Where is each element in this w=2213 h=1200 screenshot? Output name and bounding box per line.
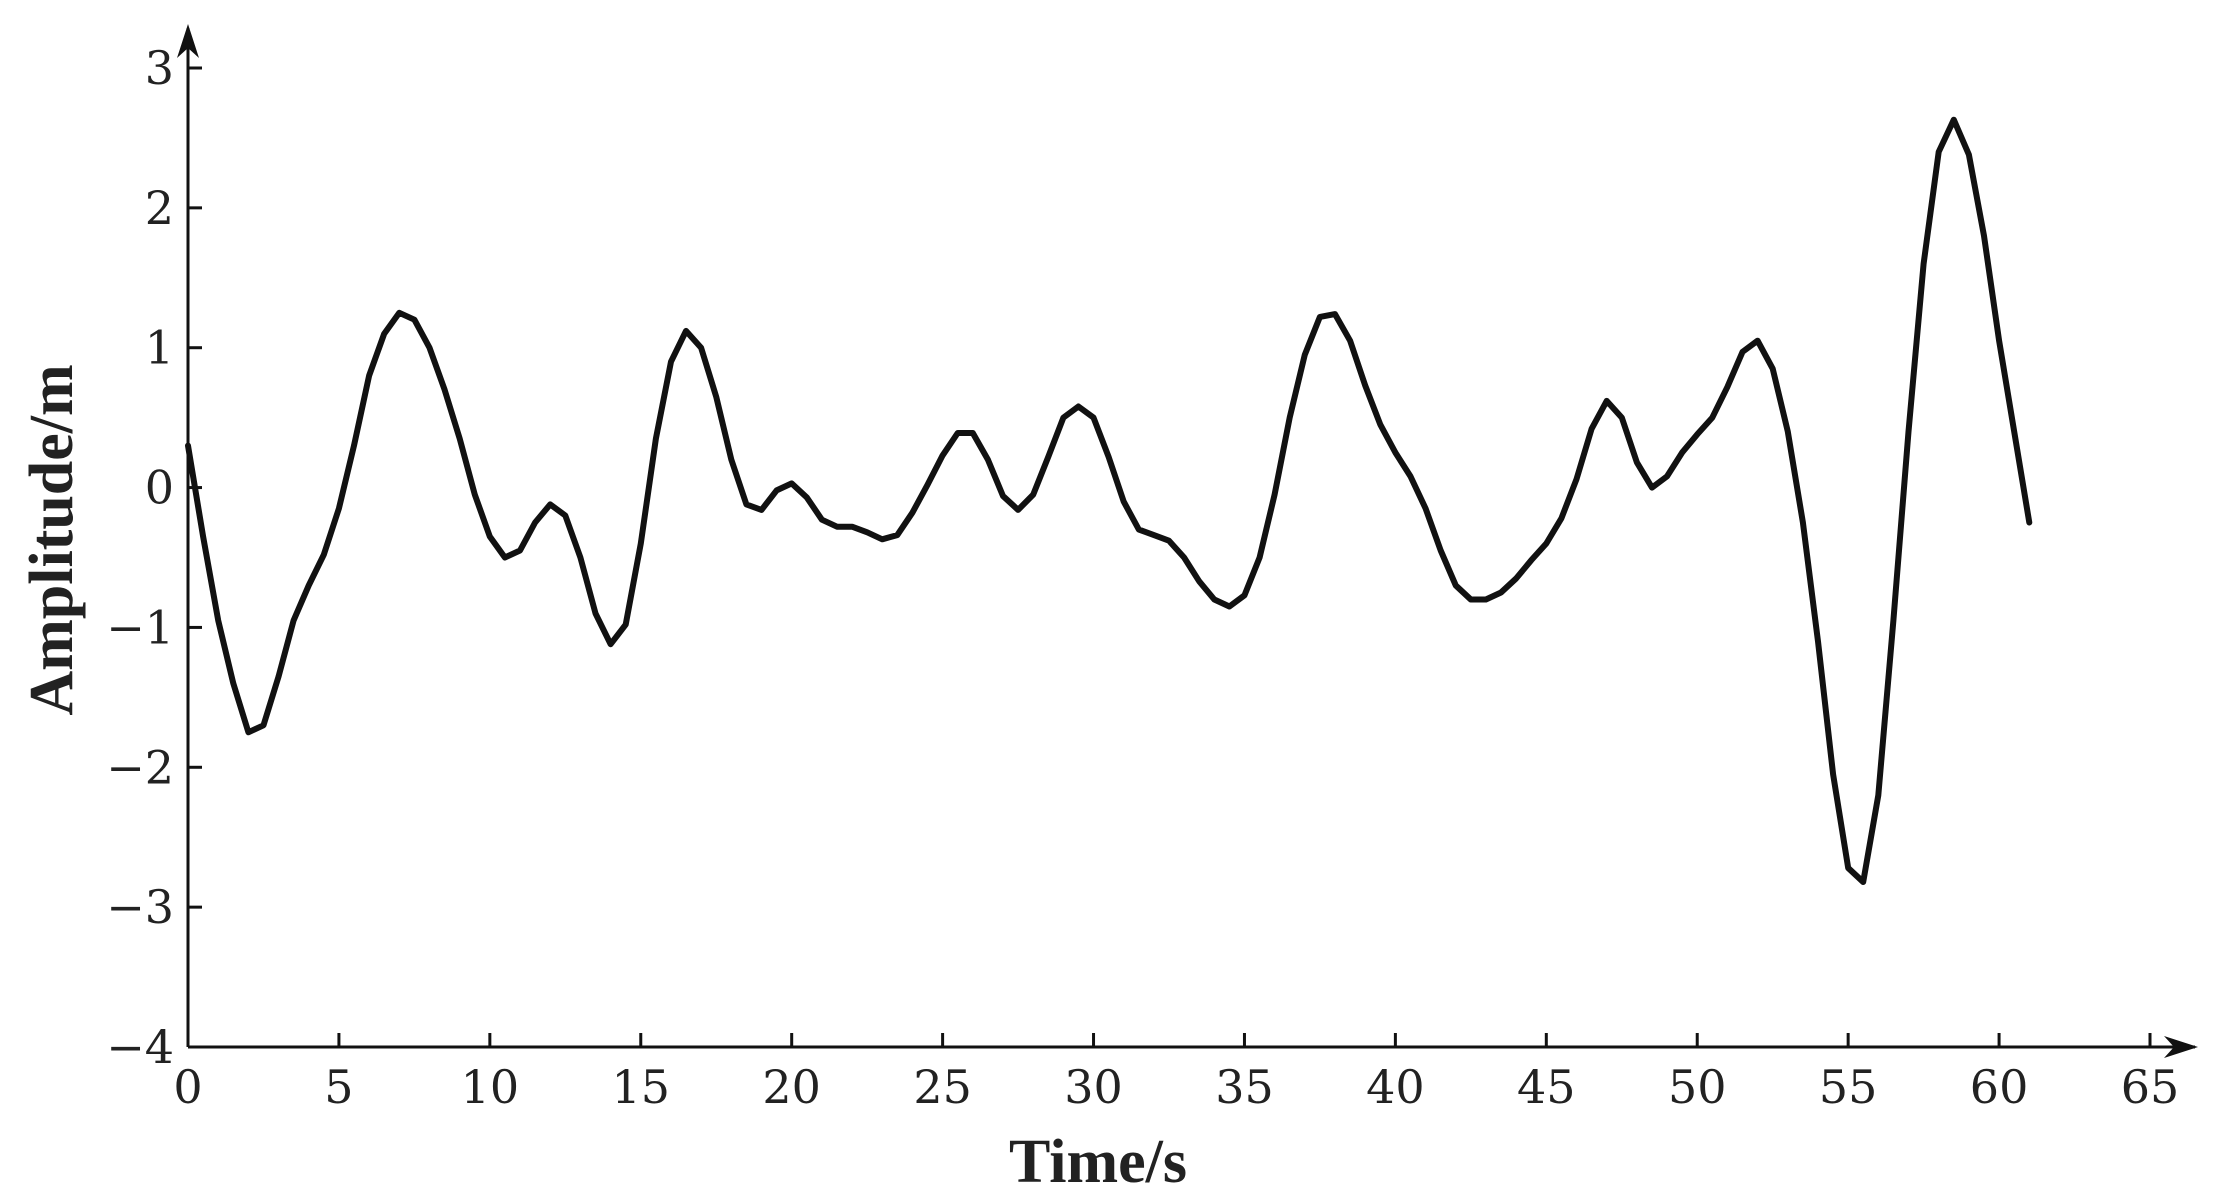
x-axis-arrow — [2164, 1036, 2198, 1058]
y-tick-label: −4 — [106, 1020, 174, 1074]
y-tick-label: −2 — [106, 740, 174, 794]
series-line — [185, 116, 2033, 885]
y-axis-title: Amplitude/m — [18, 364, 86, 715]
x-tick-label: 50 — [1668, 1060, 1727, 1114]
y-tick-label: −1 — [106, 600, 174, 654]
y-tick-label: 2 — [145, 181, 174, 235]
x-tick-label: 45 — [1517, 1060, 1576, 1114]
x-tick-label: 65 — [2121, 1060, 2180, 1114]
x-tick-label: 40 — [1366, 1060, 1425, 1114]
x-tick-label: 60 — [1970, 1060, 2029, 1114]
y-tick-label: 3 — [145, 41, 174, 95]
x-tick-label: 35 — [1215, 1060, 1274, 1114]
axes — [177, 24, 2198, 1058]
x-tick-label: 0 — [173, 1060, 202, 1114]
x-tick-label: 55 — [1819, 1060, 1878, 1114]
series-layer — [185, 116, 2033, 885]
x-tick-label: 5 — [324, 1060, 353, 1114]
x-tick-label: 30 — [1064, 1060, 1123, 1114]
y-tick-label: −3 — [106, 880, 174, 934]
y-tick-label: 0 — [145, 461, 174, 515]
y-tick-label: 1 — [145, 321, 174, 375]
x-tick-label: 15 — [611, 1060, 670, 1114]
x-tick-label: 10 — [461, 1060, 520, 1114]
x-tick-label: 20 — [762, 1060, 821, 1114]
x-tick-label: 25 — [913, 1060, 972, 1114]
y-axis-arrow — [177, 24, 199, 58]
x-axis-title: Time/s — [1009, 1128, 1187, 1196]
ticks: 0 5 10 15 20 25 30 35 40 45 50 55 60 65 −4 −3 −2 −1 0 1 2 3 — [106, 41, 2179, 1114]
